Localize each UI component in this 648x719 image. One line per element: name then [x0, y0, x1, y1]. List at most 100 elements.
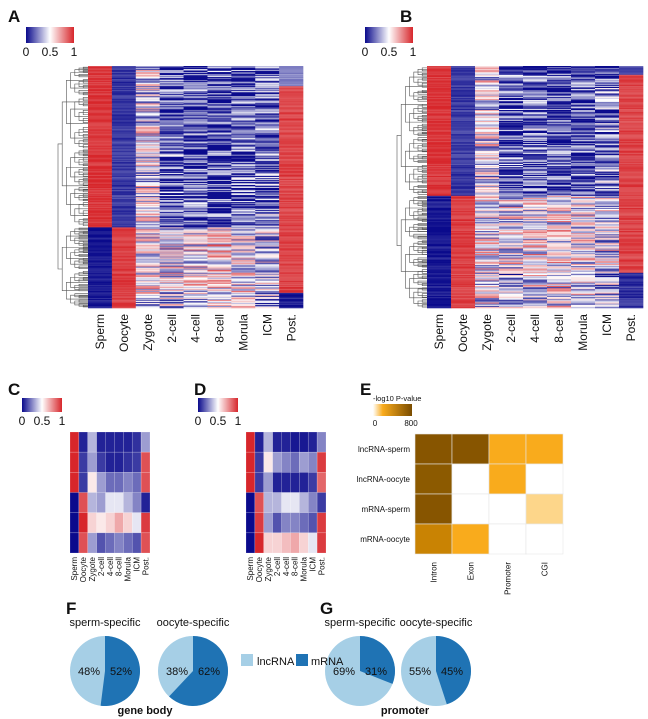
heatmap-C-column-label: Oocyte: [79, 556, 88, 582]
heatmap-cell: [207, 207, 232, 209]
heatmap-cell: [183, 118, 208, 120]
heatmap-cell: [499, 88, 524, 90]
heatmap-cell: [475, 133, 500, 135]
heatmap-cell: [595, 162, 620, 165]
heatmap-cell: [427, 100, 452, 102]
heatmap-cell: [231, 265, 256, 267]
heatmap-cell: [159, 206, 184, 208]
heatmap-cell: [499, 271, 524, 274]
heatmap-cell: [523, 279, 548, 281]
heatmap-cell: [135, 223, 160, 225]
heatmap-cell: [451, 301, 476, 303]
heatmap-cell: [88, 243, 113, 245]
heatmap-cell: [451, 124, 476, 126]
heatmap-cell: [279, 99, 304, 101]
heatmap-cell: [547, 118, 572, 121]
heatmap-cell: [475, 135, 500, 137]
heatmap-cell: [595, 152, 620, 155]
heatmap-A-colorbar-tick: 0.5: [42, 45, 59, 59]
heatmap-cell: [231, 137, 256, 139]
heatmap-A-column-label: 2-cell: [165, 314, 179, 343]
heatmap-cell: [231, 176, 256, 179]
heatmap-cell: [595, 134, 620, 136]
heatmap-cell: [255, 219, 280, 221]
heatmap-cell: [595, 211, 620, 213]
heatmap-cell: [595, 215, 620, 217]
heatmap-cell: [451, 293, 476, 296]
heatmap-cell: [183, 192, 208, 194]
heatmap-cell: [135, 122, 160, 124]
heatmap-cell: [451, 283, 476, 286]
heatmap-cell: [111, 187, 137, 189]
heatmap-cell: [427, 139, 452, 142]
heatmap-cell: [135, 104, 160, 106]
heatmap-cell: [499, 148, 524, 150]
heatmap-cell: [279, 90, 304, 92]
heatmap-cell: [427, 180, 452, 182]
heatmap-cell: [595, 259, 620, 261]
heatmap-cell: [547, 148, 572, 150]
heatmap-cell: [183, 295, 208, 298]
heatmap-cell: [135, 85, 160, 87]
heatmap-cell: [231, 81, 256, 83]
heatmap-cell: [523, 146, 548, 148]
heatmap-cell: [135, 151, 160, 154]
heatmap-cell: [279, 250, 304, 252]
heatmap-cell: [255, 162, 280, 165]
heatmap-cell: [619, 272, 644, 275]
heatmap-cell: [183, 277, 208, 280]
heatmap-cell: [111, 283, 137, 286]
heatmap-cell: [135, 210, 160, 212]
heatmap-cell: [475, 240, 500, 243]
heatmap-cell: [475, 258, 500, 260]
heatmap-cell: [131, 431, 142, 453]
heatmap-cell: [547, 95, 572, 98]
heatmap-cell: [207, 137, 232, 139]
heatmap-cell: [571, 251, 596, 254]
heatmap-cell: [547, 145, 572, 147]
heatmap-cell: [279, 272, 304, 275]
heatmap-cell: [111, 270, 137, 272]
heatmap-cell: [523, 250, 548, 253]
heatmap-cell: [111, 168, 137, 171]
heatmap-cell: [475, 304, 500, 307]
heatmap-cell: [499, 77, 524, 79]
heatmap-cell: [523, 95, 548, 98]
heatmap-cell: [451, 133, 476, 135]
heatmap-cell: [427, 150, 452, 153]
heatmap-cell: [451, 91, 476, 93]
heatmap-cell: [159, 294, 184, 297]
heatmap-cell: [231, 82, 256, 84]
heatmap-cell: [547, 245, 572, 247]
heatmap-cell: [159, 263, 184, 265]
heatmap-cell: [451, 196, 476, 199]
heatmap-cell: [255, 115, 280, 117]
heatmap-cell: [279, 135, 304, 137]
heatmap-cell: [88, 180, 113, 183]
heatmap-cell: [255, 223, 280, 225]
heatmap-cell: [111, 74, 137, 76]
heatmap-cell: [88, 214, 113, 216]
heatmap-cell: [595, 202, 620, 204]
heatmap-cell: [183, 131, 208, 133]
heatmap-cell: [159, 277, 184, 280]
heatmap-cell: [207, 143, 232, 145]
heatmap-cell: [427, 97, 452, 100]
heatmap-cell: [279, 257, 304, 259]
heatmap-cell: [88, 80, 113, 82]
heatmap-cell: [279, 169, 304, 172]
heatmap-cell: [547, 123, 572, 125]
heatmap-cell: [619, 265, 644, 267]
heatmap-cell: [571, 203, 596, 205]
heatmap-cell: [475, 276, 500, 278]
heatmap-cell: [255, 285, 280, 288]
heatmap-cell: [547, 93, 572, 95]
heatmap-cell: [619, 74, 644, 77]
heatmap-cell: [159, 184, 184, 187]
heatmap-cell: [571, 84, 596, 87]
heatmap-cell: [183, 239, 208, 241]
heatmap-cell: [207, 268, 232, 270]
heatmap-cell: [255, 122, 280, 124]
heatmap-cell: [88, 109, 113, 111]
